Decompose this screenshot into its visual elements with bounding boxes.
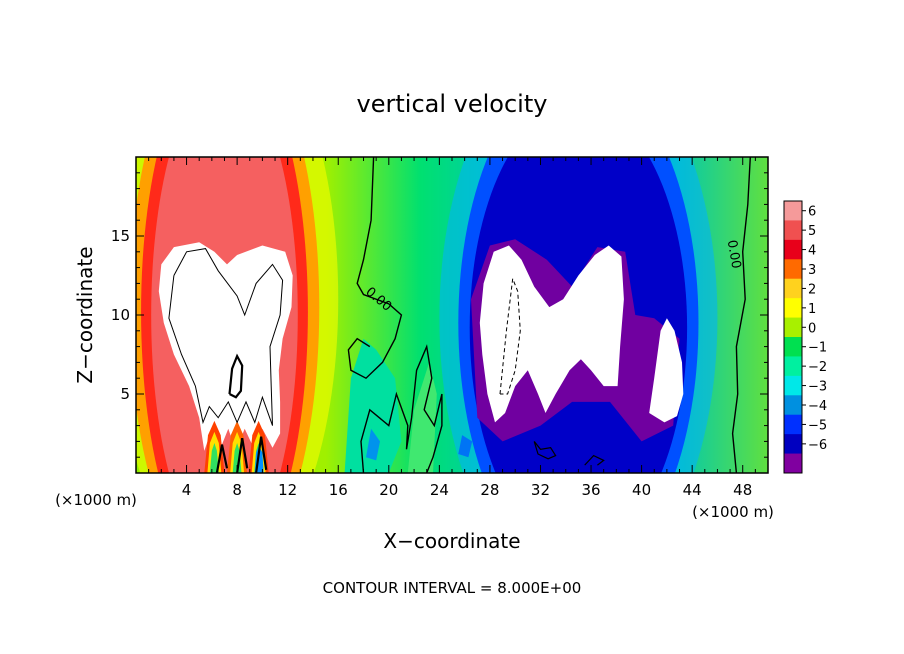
- x-tick-label: 4: [182, 481, 192, 499]
- zero-contour-right: [731, 157, 751, 473]
- x-tick-label: 40: [632, 481, 651, 499]
- contour-interval-note: CONTOUR INTERVAL = 8.000E+00: [323, 579, 582, 597]
- x-tick-label: 32: [531, 481, 550, 499]
- colorbar-tick-label: 3: [808, 263, 816, 278]
- colorbar-tick-label: 0: [808, 321, 816, 336]
- x-tick-label: 20: [379, 481, 398, 499]
- x-tick-label: 16: [329, 481, 348, 499]
- y-tick-label: 10: [111, 306, 130, 324]
- colorbar-swatch: [784, 259, 802, 280]
- y-tick-label: 15: [111, 227, 130, 245]
- colorbar-tick-label: −6: [808, 438, 827, 453]
- colorbar-swatch: [784, 239, 802, 260]
- colorbar-swatch: [784, 298, 802, 319]
- colorbar-swatch: [784, 375, 802, 396]
- colorbar-swatch: [784, 220, 802, 241]
- colorbar-tick-label: −3: [808, 380, 827, 395]
- colorbar-tick-label: 5: [808, 224, 816, 239]
- colorbar: 6 5 4 3 2 1 0 −1 −2 −3 −4 −5 −6: [783, 200, 827, 474]
- colorbar-tick-label: 1: [808, 302, 816, 317]
- colorbar-tick-label: −5: [808, 418, 827, 433]
- colorbar-tick-label: 4: [808, 244, 816, 259]
- colorbar-swatch: [784, 434, 802, 455]
- colorbar-swatch: [784, 317, 802, 338]
- plot-area: [136, 157, 768, 473]
- x-tick-label: 24: [430, 481, 449, 499]
- downdraft-core-secondary: [649, 318, 684, 423]
- downdraft-core: [479, 245, 624, 423]
- x-unit-label: (×1000 m): [55, 491, 137, 509]
- y-axis-label: Z−coordinate: [73, 246, 97, 383]
- colorbar-swatch: [784, 356, 802, 377]
- contour-label: 0.00: [724, 239, 744, 270]
- colorbar-swatch: [784, 453, 802, 474]
- colorbar-tick-label: 6: [808, 205, 816, 220]
- colorbar-swatch: [784, 414, 802, 435]
- colorbar-tick-label: 2: [808, 282, 816, 297]
- heatmap-field: [136, 157, 718, 473]
- colorbar-swatch: [784, 201, 802, 221]
- x-tick-label: 36: [581, 481, 600, 499]
- colorbar-tick-label: −4: [808, 399, 827, 414]
- colorbar-tick-label: −1: [808, 341, 827, 356]
- colorbar-swatch: [784, 395, 802, 416]
- colorbar-swatch: [784, 278, 802, 299]
- contour-lines: [168, 157, 751, 473]
- x-tick-label: 48: [733, 481, 752, 499]
- x-tick-label: 8: [232, 481, 242, 499]
- colorbar-swatch: [784, 337, 802, 357]
- updraft-core: [158, 242, 293, 451]
- colorbar-tick-label: −2: [808, 360, 827, 375]
- x-unit-label-right: (×1000 m): [692, 503, 774, 521]
- y-tick-label: 5: [120, 385, 130, 403]
- zero-contour-mid: [360, 344, 443, 473]
- chart-title: vertical velocity: [357, 90, 548, 118]
- x-tick-label: 28: [480, 481, 499, 499]
- y-axis: 5 10 15: [111, 172, 768, 458]
- x-axis: 4 8 12 16 20 24 28 32 36 40 44 48: [148, 157, 756, 499]
- x-tick-label: 44: [683, 481, 702, 499]
- x-axis-label: X−coordinate: [383, 529, 520, 553]
- zero-contour-left: [347, 157, 403, 380]
- x-tick-label: 12: [278, 481, 297, 499]
